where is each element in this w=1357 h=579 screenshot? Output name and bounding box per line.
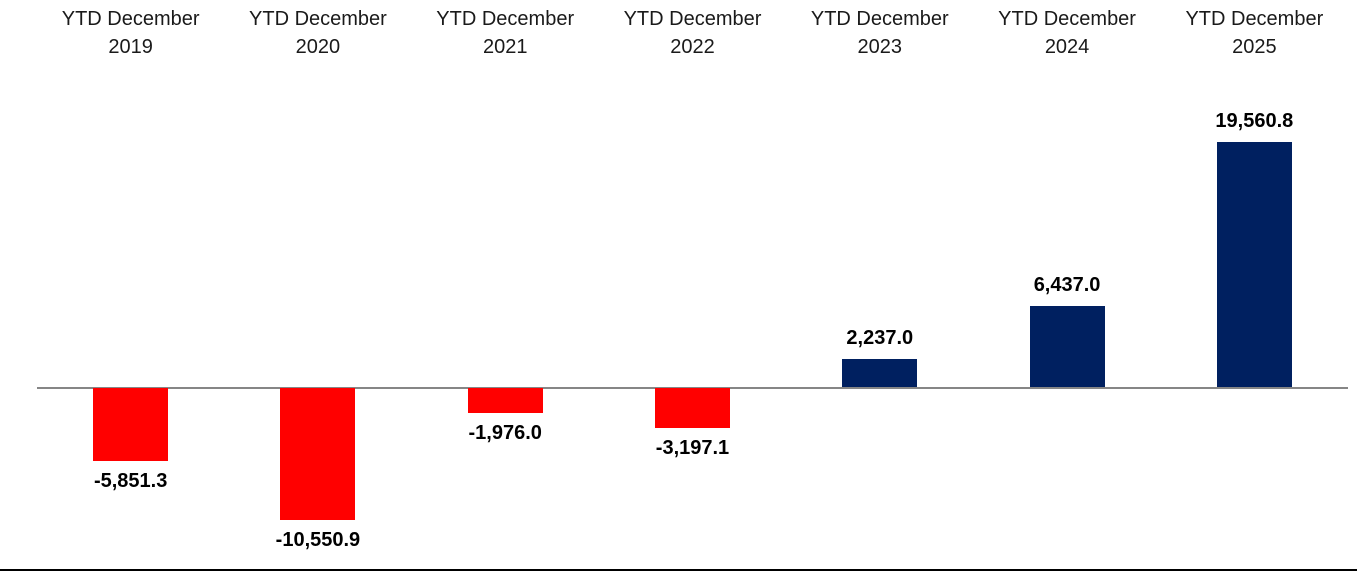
bar [842, 359, 918, 387]
category-label: YTD December 2022 [623, 8, 762, 58]
bar [655, 388, 730, 428]
bar-value-label: 19,560.8 [1215, 110, 1294, 132]
bar-value-label: -5,851.3 [93, 470, 168, 492]
bar-value-label: -10,550.9 [275, 529, 361, 551]
bar-value-label: 6,437.0 [1033, 274, 1101, 296]
category-label: YTD December 2020 [249, 8, 387, 58]
zero-axis-line [37, 387, 1348, 389]
category-label: YTD December 2024 [998, 8, 1136, 58]
category-label: YTD December 2025 [1185, 8, 1324, 58]
bar [1029, 306, 1105, 387]
category-label: YTD December 2023 [810, 8, 949, 58]
bar [280, 388, 356, 520]
bar-value-label: -1,976.0 [468, 422, 542, 444]
bar [1216, 142, 1292, 387]
category-label: YTD December 2019 [61, 8, 200, 58]
bar [467, 388, 543, 413]
bottom-border-line [0, 569, 1357, 571]
bar-value-label: -3,197.1 [655, 437, 730, 459]
category-label: YTD December 2021 [436, 8, 575, 58]
bar [93, 388, 169, 461]
bar-value-label: 2,237.0 [846, 327, 914, 349]
